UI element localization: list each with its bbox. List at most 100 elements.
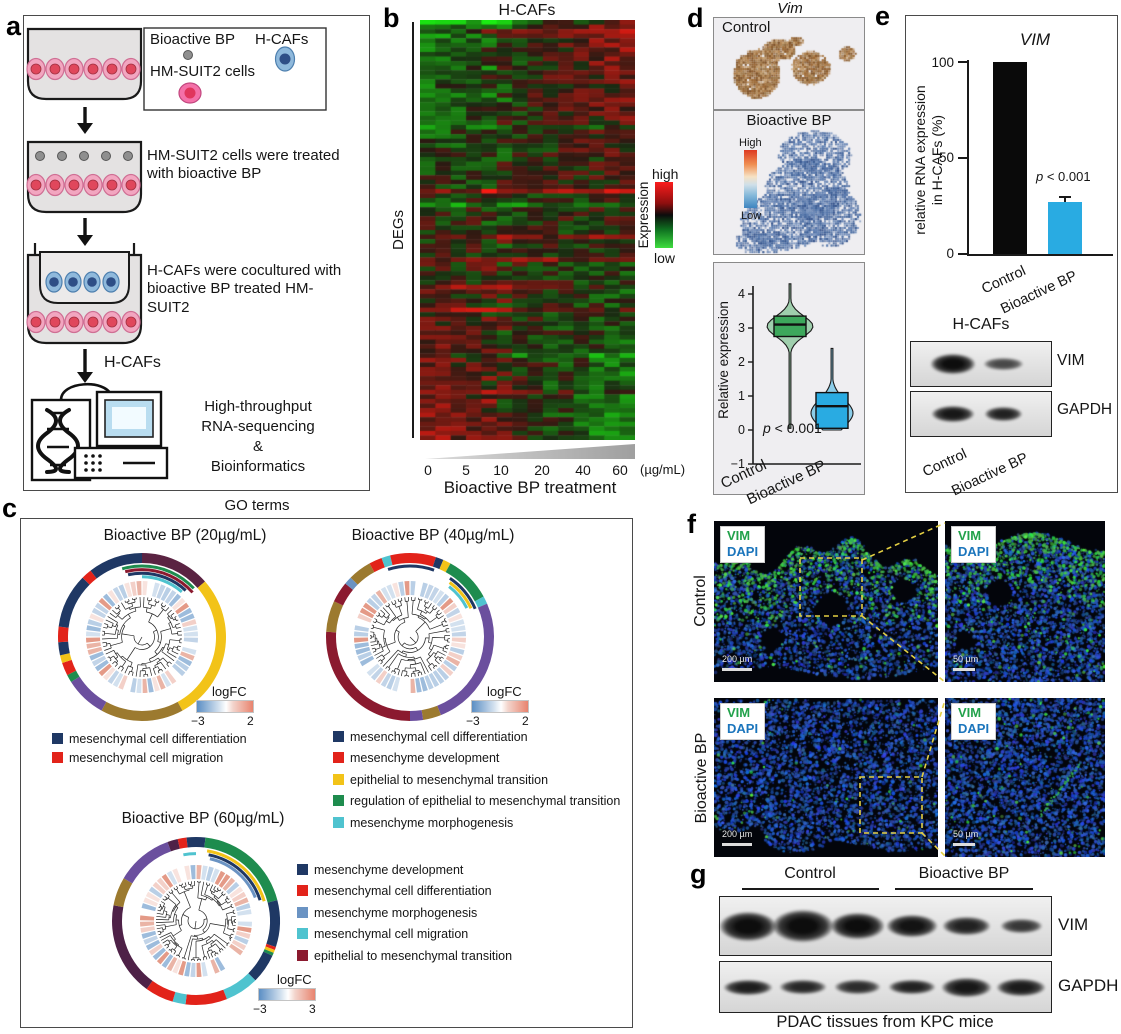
blot-band [888, 979, 936, 995]
g-group-bioactive: Bioactive BP [918, 865, 1010, 882]
go-circle-plot-40ug [326, 553, 494, 721]
bar-p-value: p < 0.001 [1036, 169, 1091, 184]
spatial-bp-label: Bioactive BP [746, 112, 832, 129]
legend-label: mesenchymal cell differentiation [350, 730, 528, 744]
spatial-control-label: Control [722, 19, 771, 36]
heatmap-canvas [420, 20, 635, 440]
blot-band [835, 980, 880, 994]
blot-band [984, 406, 1023, 422]
go-plot3-title: Bioactive BP (60µg/mL) [121, 810, 285, 827]
bar-chart-title: VIM [1019, 30, 1051, 49]
heatmap-xlabel: Bioactive BP treatment [443, 478, 617, 497]
h-cafs-arrow-label: H-CAFs [104, 354, 161, 371]
go-circle-plot-20ug [58, 553, 227, 722]
legend-label-hm-suit2: HM-SUIT2 cells [150, 63, 256, 80]
spatial-bp-canvas [714, 128, 864, 254]
x-tick-0: 0 [424, 462, 432, 478]
panel-letter-c: c [2, 493, 18, 523]
logfc-max-3: 3 [309, 1002, 316, 1016]
legend-label: mesenchymal cell migration [69, 751, 224, 765]
logfc-colorbar-3 [258, 988, 316, 1001]
logfc-colorbar-1 [196, 700, 254, 713]
logfc-min-1: −3 [191, 714, 205, 728]
outcome-line2: RNA-sequencing [201, 418, 315, 435]
bioactive-bp-dots-icon [35, 151, 133, 161]
blot-band [720, 911, 777, 941]
blot-band [932, 406, 974, 422]
tumor-cells-icon [26, 57, 141, 81]
y-tick-0: 0 [946, 246, 954, 261]
tick-mark [958, 253, 967, 255]
if-image-control-wide: VIM DAPI 200 µm [714, 521, 938, 682]
g-label-vim: VIM [1058, 915, 1089, 934]
marker-legend: VIM DAPI [951, 526, 997, 563]
h-caf-cells-icon [45, 271, 120, 293]
panel-letter-g: g [690, 859, 707, 889]
legend-label: regulation of epithelial to mesenchymal … [350, 794, 621, 808]
heatmap-title: H-CAFs [498, 2, 556, 19]
group-underline [742, 888, 879, 890]
g-group-control: Control [784, 865, 836, 882]
bar-control [993, 62, 1027, 254]
panel-letter-a: a [6, 11, 22, 41]
go-plot2-title: Bioactive BP (40µg/mL) [351, 527, 515, 544]
colorbar-high-label: high [652, 166, 679, 182]
go-circle-plot-60ug [112, 837, 281, 1006]
x-tick-1: 5 [462, 462, 470, 478]
western-blot-gapdh-kpc [719, 961, 1052, 1013]
tick-mark [958, 157, 967, 159]
blot-band [724, 979, 773, 995]
scale-bar-label: 200 µm [722, 829, 753, 839]
degs-bracket-line [412, 22, 414, 438]
legend-label: mesenchyme development [350, 751, 500, 765]
scale-bar-label: 50 µm [953, 829, 979, 839]
legend-swatch [297, 928, 308, 939]
logfc-min-2: −3 [466, 714, 480, 728]
scale-bar [722, 668, 752, 671]
scale-high-label: High [739, 137, 762, 149]
panel-letter-b: b [383, 3, 400, 33]
scale-bar [953, 668, 975, 671]
bar-baseline [967, 254, 1113, 256]
y-tick-50: 50 [938, 150, 954, 165]
spatial-control-canvas [714, 33, 864, 109]
blot-band [943, 916, 990, 936]
western-blot-vim-kpc [719, 896, 1052, 956]
outcome-line4: Bioinformatics [210, 458, 306, 475]
logfc-label-1: logFC [212, 684, 247, 699]
bar-y-axis [967, 60, 969, 255]
marker-legend: VIM DAPI [720, 703, 766, 740]
legend-swatch [333, 774, 344, 785]
colorbar-label: Expression [635, 181, 651, 249]
svg-text:3: 3 [738, 321, 745, 335]
blot-label-vim: VIM [1057, 352, 1085, 369]
blot-band [930, 354, 976, 374]
blot-band [983, 357, 1023, 371]
blot-band [887, 914, 937, 937]
spatial-colorbar [744, 150, 757, 208]
svg-text:2: 2 [738, 355, 745, 369]
logfc-min-3: −3 [253, 1002, 267, 1016]
error-bar-cap [1059, 196, 1071, 198]
x-tick-2: 10 [493, 462, 509, 478]
expression-colorbar [655, 182, 673, 248]
svg-text:4: 4 [738, 287, 745, 301]
blot-title-h-cafs: H-CAFs [952, 316, 1010, 333]
vim-gene-title: Vim [777, 0, 803, 17]
violin-p-value: p < 0.001 [763, 420, 822, 436]
arrow-down-icon [77, 107, 93, 134]
legend-swatch [333, 752, 344, 763]
x-unit-label: (µg/mL) [640, 462, 686, 477]
if-image-bioactive-wide: VIM DAPI 200 µm [714, 698, 938, 857]
blot-band [772, 909, 833, 943]
legend-swatch [297, 885, 308, 896]
legend-swatch [297, 864, 308, 875]
step3-text: H-CAFs were cocultured with bioactive BP… [147, 262, 342, 316]
x-tick-3: 20 [534, 462, 550, 478]
svg-text:−1: −1 [731, 457, 745, 471]
legend-label: epithelial to mesenchymal transition [314, 949, 513, 963]
legend-swatch [52, 752, 63, 763]
panel-letter-f: f [687, 509, 696, 539]
violin-ylabel: Relative expression [715, 301, 731, 419]
h-caf-cell-icon [274, 46, 296, 72]
